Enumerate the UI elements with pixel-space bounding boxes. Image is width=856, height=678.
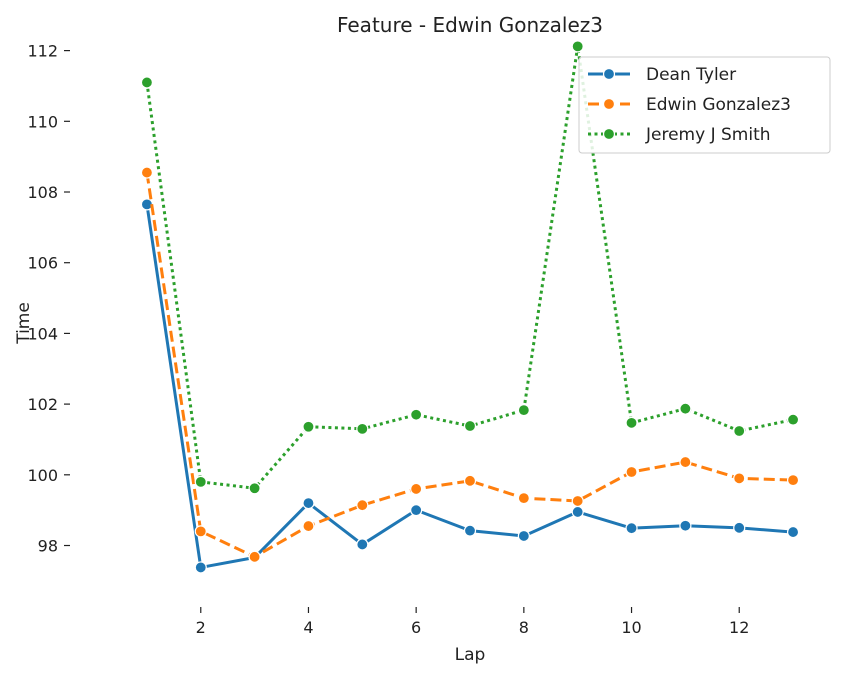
y-tick-label: 110 — [27, 112, 58, 131]
x-tick-label: 8 — [519, 618, 529, 637]
series-line — [145, 204, 794, 569]
data-point — [302, 519, 315, 533]
y-tick-label: 104 — [27, 324, 58, 343]
data-point — [463, 474, 477, 487]
y-axis-label: Time — [14, 302, 34, 345]
data-point — [679, 455, 692, 469]
data-point — [625, 465, 638, 479]
data-point — [140, 76, 154, 89]
data-point — [302, 496, 315, 510]
data-point — [733, 472, 746, 485]
data-point — [625, 522, 638, 535]
data-point — [248, 550, 261, 563]
series-1 — [140, 198, 800, 574]
data-point — [786, 413, 800, 426]
legend-item: Dean Tyler — [588, 65, 736, 85]
y-axis: 98 100 102 104 106 108 110 112 — [27, 42, 70, 556]
legend-box — [578, 56, 831, 154]
data-point — [410, 482, 423, 496]
data-point — [679, 519, 692, 532]
data-point — [517, 492, 530, 505]
legend-label: Jeremy J Smith — [645, 125, 771, 145]
y-tick-label: 98 — [38, 537, 58, 556]
x-tick-label: 2 — [196, 618, 206, 637]
y-tick-label: 100 — [27, 466, 58, 485]
legend: Dean Tyler Edwin Gonzalez3 Jeremy J Smith — [578, 56, 831, 154]
data-point — [463, 419, 477, 433]
data-point — [625, 416, 638, 429]
chart-title: Feature - Edwin Gonzalez3 — [337, 13, 603, 37]
data-point — [356, 422, 369, 435]
legend-marker — [602, 67, 616, 81]
data-point — [733, 424, 746, 438]
data-point — [517, 529, 530, 543]
x-tick-label: 10 — [621, 618, 641, 637]
data-point — [356, 538, 369, 551]
data-point — [571, 494, 584, 508]
data-point — [733, 521, 746, 534]
x-axis: 2 4 6 8 10 12 — [196, 607, 749, 637]
data-point — [571, 40, 584, 53]
legend-label: Edwin Gonzalez3 — [646, 95, 791, 115]
series-line — [145, 172, 794, 559]
data-point — [356, 499, 369, 512]
data-point — [410, 408, 423, 421]
data-point — [410, 504, 423, 517]
x-tick-label: 6 — [411, 618, 421, 637]
data-point — [463, 524, 477, 537]
legend-item: Jeremy J Smith — [588, 125, 771, 145]
data-point — [194, 561, 207, 574]
x-tick-label: 4 — [303, 618, 313, 637]
legend-marker — [602, 127, 616, 141]
data-point — [786, 474, 800, 487]
legend-label: Dean Tyler — [646, 65, 736, 85]
data-point — [194, 525, 207, 538]
data-point — [140, 166, 154, 179]
y-tick-label: 112 — [27, 42, 58, 61]
data-point — [517, 404, 530, 417]
y-tick-label: 106 — [27, 254, 58, 273]
data-point — [786, 525, 800, 539]
data-point — [194, 475, 207, 488]
data-point — [571, 505, 584, 519]
data-point — [302, 420, 315, 433]
series-2 — [140, 166, 800, 563]
x-axis-label: Lap — [455, 645, 486, 665]
series-layer — [140, 40, 800, 574]
legend-item: Edwin Gonzalez3 — [588, 95, 791, 115]
series-3 — [140, 40, 800, 495]
legend-marker — [602, 97, 616, 111]
data-point — [679, 402, 692, 415]
y-tick-label: 108 — [27, 183, 58, 202]
x-tick-label: 12 — [729, 618, 749, 637]
data-point — [248, 482, 261, 495]
y-tick-label: 102 — [27, 395, 58, 414]
